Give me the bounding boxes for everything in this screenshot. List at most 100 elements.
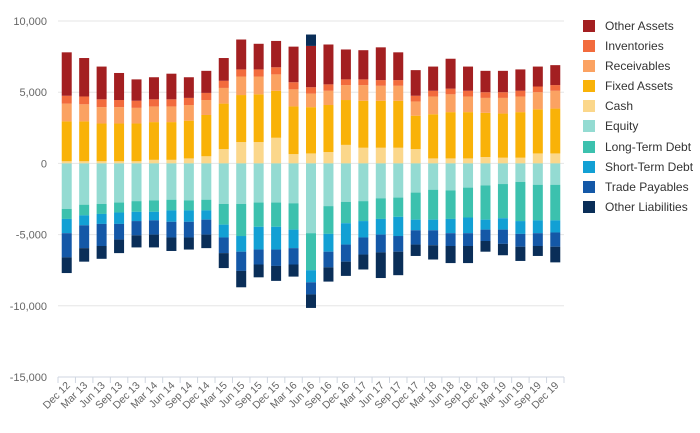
bar-fixed-assets-sep-18[interactable] [463, 112, 474, 159]
bar-equity-sep-19[interactable] [532, 163, 543, 185]
legend-item-other-assets[interactable]: Other Assets [583, 16, 700, 36]
bar-long-term-debt-mar-13[interactable] [79, 204, 90, 216]
bar-other-assets-mar-18[interactable] [428, 66, 439, 91]
bar-cash-dec-15[interactable] [271, 137, 282, 164]
bar-other-assets-mar-16[interactable] [288, 46, 299, 83]
bar-receivables-dec-16[interactable] [340, 85, 351, 101]
bar-other-assets-sep-18[interactable] [463, 66, 474, 91]
bar-fixed-assets-mar-16[interactable] [288, 106, 299, 155]
bar-long-term-debt-dec-19[interactable] [550, 184, 561, 221]
bar-fixed-assets-dec-12[interactable] [61, 121, 72, 162]
bar-long-term-debt-dec-15[interactable] [271, 202, 282, 227]
bar-trade-payables-jun-14[interactable] [166, 221, 177, 238]
bar-other-liabilities-jun-13[interactable] [96, 245, 107, 259]
bar-equity-mar-13[interactable] [79, 163, 90, 205]
bar-long-term-debt-sep-14[interactable] [183, 200, 194, 211]
bar-inventories-dec-19[interactable] [550, 85, 561, 91]
bar-other-liabilities-sep-17[interactable] [393, 251, 404, 276]
bar-short-term-debt-jun-19[interactable] [515, 221, 526, 234]
bar-inventories-mar-17[interactable] [358, 79, 369, 86]
bar-other-assets-jun-15[interactable] [236, 39, 247, 70]
bar-long-term-debt-sep-17[interactable] [393, 197, 404, 217]
bar-short-term-debt-dec-19[interactable] [550, 220, 561, 233]
bar-other-liabilities-jun-16[interactable] [306, 294, 316, 308]
bar-fixed-assets-mar-19[interactable] [497, 113, 508, 158]
bar-cash-mar-14[interactable] [148, 159, 159, 164]
bar-fixed-assets-jun-19[interactable] [515, 112, 526, 158]
bar-fixed-assets-dec-18[interactable] [480, 112, 491, 157]
bar-receivables-dec-12[interactable] [61, 103, 72, 122]
bar-cash-sep-13[interactable] [114, 161, 125, 164]
bar-trade-payables-jun-18[interactable] [445, 233, 456, 246]
bar-other-assets-sep-19[interactable] [532, 66, 543, 87]
bar-cash-jun-16[interactable] [306, 153, 316, 164]
bar-inventories-dec-14[interactable] [201, 92, 212, 101]
bar-equity-jun-13[interactable] [96, 163, 107, 204]
bar-trade-payables-sep-14[interactable] [183, 221, 194, 238]
bar-other-assets-mar-15[interactable] [218, 58, 229, 81]
bar-short-term-debt-jun-15[interactable] [236, 236, 247, 252]
bar-cash-jun-18[interactable] [445, 158, 456, 164]
bar-trade-payables-mar-19[interactable] [497, 229, 508, 244]
bar-fixed-assets-sep-16[interactable] [323, 105, 334, 153]
bar-trade-payables-sep-18[interactable] [463, 233, 474, 246]
bar-short-term-debt-dec-18[interactable] [480, 219, 491, 230]
bar-other-assets-sep-15[interactable] [253, 43, 264, 70]
bar-other-assets-jun-17[interactable] [375, 47, 386, 81]
bar-receivables-sep-18[interactable] [463, 96, 474, 113]
bar-other-liabilities-sep-16[interactable] [323, 267, 334, 282]
bar-long-term-debt-mar-18[interactable] [428, 189, 439, 220]
bar-fixed-assets-dec-16[interactable] [340, 100, 351, 145]
bar-equity-dec-17[interactable] [410, 163, 421, 193]
bar-long-term-debt-dec-13[interactable] [131, 201, 142, 212]
bar-short-term-debt-jun-18[interactable] [445, 218, 456, 234]
bar-cash-sep-19[interactable] [532, 153, 543, 164]
legend-item-other-liabilities[interactable]: Other Liabilities [583, 197, 700, 217]
bar-fixed-assets-sep-19[interactable] [532, 109, 543, 154]
bar-other-assets-jun-16[interactable] [306, 45, 316, 88]
bar-long-term-debt-sep-13[interactable] [114, 202, 125, 213]
bar-trade-payables-dec-18[interactable] [480, 229, 491, 242]
bar-inventories-dec-15[interactable] [271, 67, 282, 75]
legend-item-long-term-debt[interactable]: Long-Term Debt [583, 137, 700, 157]
bar-receivables-mar-13[interactable] [79, 104, 90, 122]
bar-fixed-assets-dec-13[interactable] [131, 123, 142, 162]
bar-trade-payables-mar-18[interactable] [428, 230, 439, 246]
bar-long-term-debt-jun-13[interactable] [96, 203, 107, 214]
bar-other-assets-jun-14[interactable] [166, 73, 177, 100]
legend-item-equity[interactable]: Equity [583, 116, 700, 136]
bar-other-assets-dec-16[interactable] [340, 49, 351, 80]
bar-receivables-sep-19[interactable] [532, 92, 543, 110]
bar-other-liabilities-dec-13[interactable] [131, 235, 142, 248]
bar-other-liabilities-dec-12[interactable] [61, 257, 72, 274]
bar-other-liabilities-jun-19[interactable] [515, 246, 526, 261]
bar-trade-payables-sep-15[interactable] [253, 249, 264, 265]
bar-inventories-sep-19[interactable] [532, 86, 543, 93]
bar-other-liabilities-sep-14[interactable] [183, 237, 194, 250]
bar-trade-payables-sep-19[interactable] [532, 233, 543, 246]
bar-other-liabilities-mar-13[interactable] [79, 248, 90, 262]
bar-short-term-debt-sep-18[interactable] [463, 217, 474, 234]
bar-inventories-sep-18[interactable] [463, 90, 474, 97]
bar-cash-dec-12[interactable] [61, 161, 72, 164]
bar-receivables-mar-17[interactable] [358, 85, 369, 101]
bar-other-liabilities-mar-17[interactable] [358, 254, 369, 270]
bar-other-liabilities-dec-14[interactable] [201, 234, 212, 249]
bar-long-term-debt-mar-17[interactable] [358, 201, 369, 222]
bar-fixed-assets-mar-15[interactable] [218, 103, 229, 150]
bar-long-term-debt-jun-18[interactable] [445, 190, 456, 219]
legend-item-trade-payables[interactable]: Trade Payables [583, 177, 700, 197]
bar-trade-payables-jun-16[interactable] [306, 282, 316, 295]
bar-fixed-assets-sep-15[interactable] [253, 94, 264, 143]
bar-other-assets-jun-18[interactable] [445, 58, 456, 89]
bar-receivables-jun-19[interactable] [515, 96, 526, 113]
bar-long-term-debt-jun-16[interactable] [306, 233, 316, 271]
bar-trade-payables-dec-12[interactable] [61, 233, 72, 258]
bar-other-liabilities-dec-19[interactable] [550, 246, 561, 263]
bar-inventories-jun-16[interactable] [306, 87, 316, 94]
bar-other-assets-dec-12[interactable] [61, 52, 72, 96]
bar-cash-sep-16[interactable] [323, 152, 334, 164]
bar-short-term-debt-mar-15[interactable] [218, 224, 229, 238]
bar-short-term-debt-jun-16[interactable] [306, 270, 316, 283]
bar-receivables-jun-18[interactable] [445, 94, 456, 113]
